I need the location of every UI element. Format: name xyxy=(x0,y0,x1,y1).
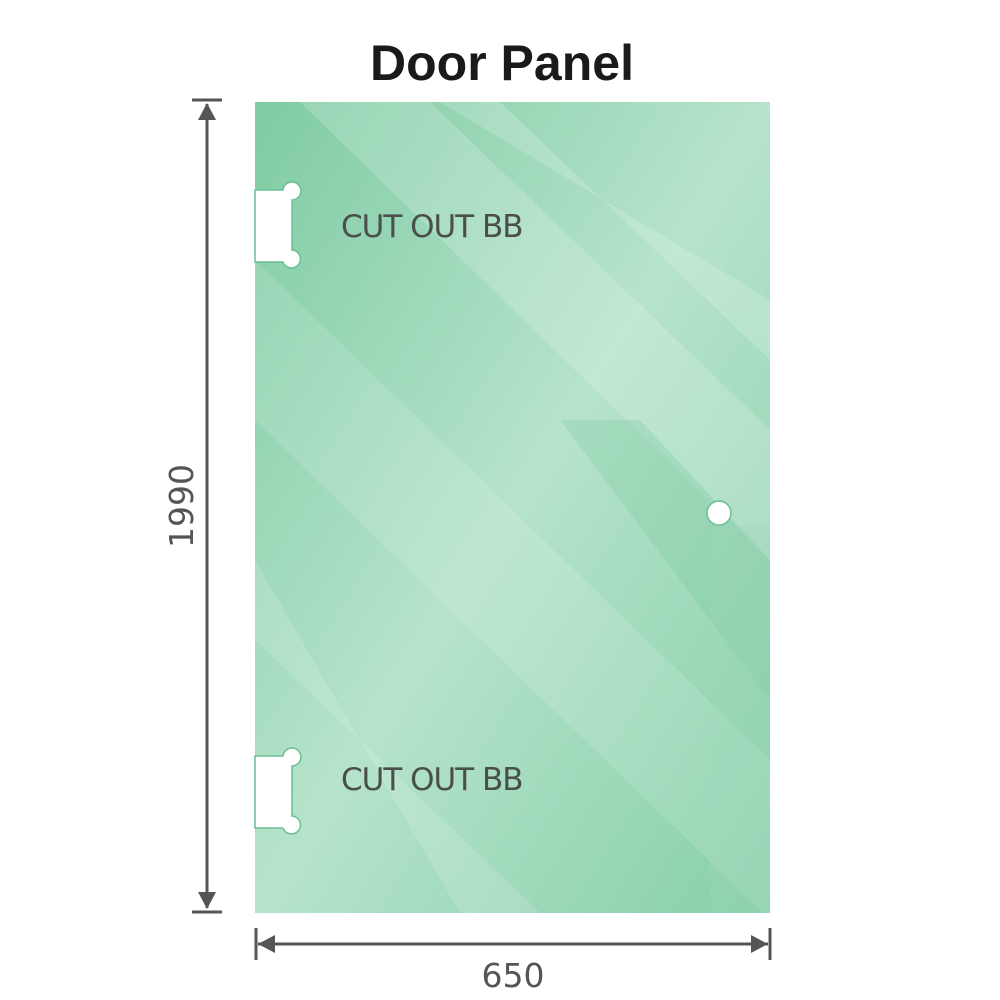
cutout-label: CUT OUT BB xyxy=(341,762,523,798)
arrow-up-icon xyxy=(198,103,216,120)
cutout-label: CUT OUT BB xyxy=(341,209,523,245)
width-dimension: 650 xyxy=(254,928,772,995)
cutout-bottom: CUT OUT BB xyxy=(254,747,524,835)
handle-hole-icon xyxy=(706,500,732,526)
width-value: 650 xyxy=(482,956,545,995)
page-title: Door Panel xyxy=(370,35,634,91)
arrow-down-icon xyxy=(198,892,216,909)
height-value: 1990 xyxy=(162,464,201,548)
glass-panel xyxy=(255,102,770,913)
arrow-left-icon xyxy=(258,935,275,953)
arrow-right-icon xyxy=(751,935,768,953)
height-dimension: 1990 xyxy=(162,98,222,914)
cutout-top: CUT OUT BB xyxy=(254,181,524,269)
